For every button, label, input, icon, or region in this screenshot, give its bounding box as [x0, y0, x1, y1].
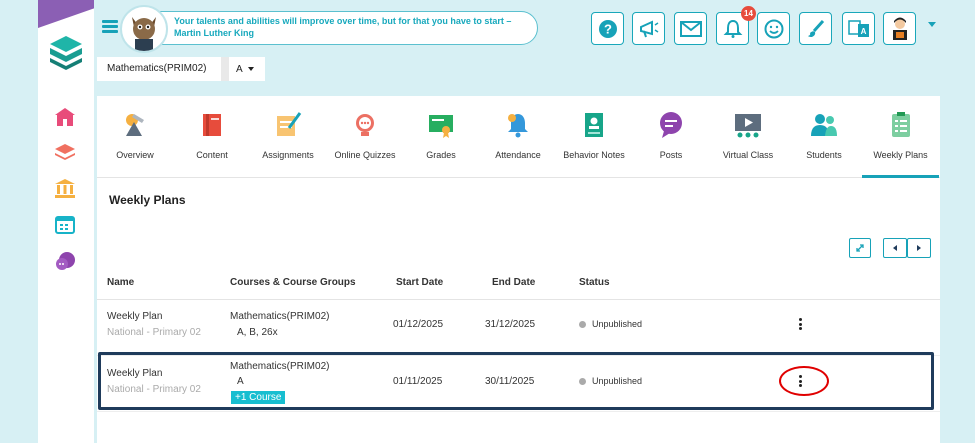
profile-button[interactable] — [883, 12, 916, 45]
sidebar-institution-icon[interactable] — [52, 175, 78, 201]
content-book-icon — [203, 114, 221, 136]
row-actions-menu-icon[interactable] — [797, 318, 803, 332]
announcements-button[interactable] — [632, 12, 665, 45]
students-icon — [811, 114, 837, 136]
language-button[interactable]: A — [842, 12, 875, 45]
sidebar-home-icon[interactable] — [52, 104, 78, 130]
behavior-notes-icon — [585, 113, 603, 137]
tab-students[interactable]: Students — [794, 110, 854, 178]
translate-icon: A — [847, 19, 869, 37]
course-name: Mathematics(PRIM02) — [230, 311, 330, 322]
expand-icon — [856, 244, 864, 252]
tab-online-quizzes[interactable]: Online Quizzes — [331, 110, 399, 178]
plan-subtitle: National - Primary 02 — [107, 384, 201, 395]
plan-name[interactable]: Weekly Plan — [107, 311, 163, 322]
feedback-button[interactable] — [757, 12, 790, 45]
start-date: 01/12/2025 — [393, 319, 444, 330]
virtual-class-icon — [735, 114, 761, 138]
course-panel: Overview Content Assignments Online Quiz… — [97, 96, 940, 443]
plan-subtitle: National - Primary 02 — [107, 327, 201, 338]
mail-icon — [679, 20, 702, 37]
row-actions-menu-icon[interactable] — [797, 375, 803, 389]
page-title: Weekly Plans — [109, 193, 186, 207]
tab-weekly-plans[interactable]: Weekly Plans — [862, 110, 939, 178]
plan-name[interactable]: Weekly Plan — [107, 368, 163, 379]
tab-overview[interactable]: Overview — [105, 110, 165, 178]
chevron-right-icon — [917, 245, 921, 251]
smiley-icon — [764, 19, 783, 38]
chevron-left-icon — [893, 245, 897, 251]
status-badge: Unpublished — [579, 319, 642, 329]
column-header-courses[interactable]: Courses & Course Groups — [230, 277, 356, 288]
course-name: Mathematics(PRIM02) — [230, 361, 330, 372]
attendance-bell-icon — [508, 114, 528, 138]
menu-toggle-icon[interactable] — [102, 20, 118, 34]
previous-page-button[interactable] — [883, 238, 907, 258]
grades-certificate-icon — [429, 115, 453, 138]
svg-text:?: ? — [604, 21, 612, 36]
tab-attendance[interactable]: Attendance — [488, 110, 548, 178]
posts-chat-icon — [660, 112, 682, 138]
status-badge: Unpublished — [579, 376, 642, 386]
next-page-button[interactable] — [907, 238, 931, 258]
overview-icon — [126, 114, 144, 136]
tab-posts[interactable]: Posts — [641, 110, 701, 178]
column-header-name[interactable]: Name — [107, 277, 135, 288]
course-groups: A, B, 26x — [237, 327, 278, 338]
tab-assignments[interactable]: Assignments — [257, 110, 319, 178]
theme-button[interactable] — [799, 12, 832, 45]
left-sidebar — [38, 0, 94, 443]
profile-dropdown-icon[interactable] — [928, 22, 936, 27]
sidebar-messages-icon[interactable] — [52, 248, 78, 274]
end-date: 30/11/2025 — [485, 376, 535, 387]
chevron-down-icon — [247, 67, 254, 72]
status-dot-icon — [579, 321, 586, 329]
paintbrush-icon — [807, 19, 824, 37]
bell-icon — [723, 19, 742, 38]
start-date: 01/11/2025 — [393, 376, 443, 387]
course-groups: A — [237, 376, 244, 387]
breadcrumb-separator — [221, 57, 229, 81]
assignments-icon — [277, 112, 302, 136]
breadcrumb-group-select[interactable]: A — [229, 57, 265, 81]
breadcrumb-group-label: A — [236, 64, 243, 75]
svg-text:A: A — [860, 27, 866, 36]
tab-content[interactable]: Content — [182, 110, 242, 178]
column-header-start-date[interactable]: Start Date — [396, 277, 444, 288]
help-icon: ? — [598, 19, 617, 38]
help-button[interactable]: ? — [591, 12, 624, 45]
column-header-status[interactable]: Status — [579, 277, 610, 288]
app-logo-icon[interactable] — [46, 32, 86, 72]
weekly-plans-icon — [891, 112, 910, 137]
sidebar-ribbon — [38, 0, 94, 28]
tab-grades[interactable]: Grades — [411, 110, 471, 178]
quiz-icon — [356, 114, 374, 136]
table-header: Name Courses & Course Groups Start Date … — [97, 270, 940, 300]
course-tabs: Overview Content Assignments Online Quiz… — [97, 96, 940, 178]
extra-courses-badge[interactable]: +1 Course — [231, 391, 286, 404]
user-avatar-icon — [892, 17, 907, 40]
tab-virtual-class[interactable]: Virtual Class — [715, 110, 781, 178]
megaphone-icon — [639, 19, 658, 37]
breadcrumb-course[interactable]: Mathematics(PRIM02) — [97, 57, 221, 81]
sidebar-layers-icon[interactable] — [52, 139, 78, 165]
notification-count-badge: 14 — [741, 6, 756, 21]
sidebar-calendar-icon[interactable] — [52, 211, 78, 237]
column-header-end-date[interactable]: End Date — [492, 277, 536, 288]
table-row[interactable]: Weekly Plan National - Primary 02 Mathem… — [97, 300, 940, 356]
quote-text: Your talents and abilities will improve … — [174, 16, 512, 38]
table-row[interactable]: Weekly Plan National - Primary 02 Mathem… — [97, 356, 940, 412]
status-dot-icon — [579, 378, 586, 386]
tab-behavior-notes[interactable]: Behavior Notes — [559, 110, 629, 178]
mail-button[interactable] — [674, 12, 707, 45]
expand-button[interactable] — [849, 238, 871, 258]
quote-avatar — [120, 5, 168, 53]
end-date: 31/12/2025 — [485, 319, 536, 330]
